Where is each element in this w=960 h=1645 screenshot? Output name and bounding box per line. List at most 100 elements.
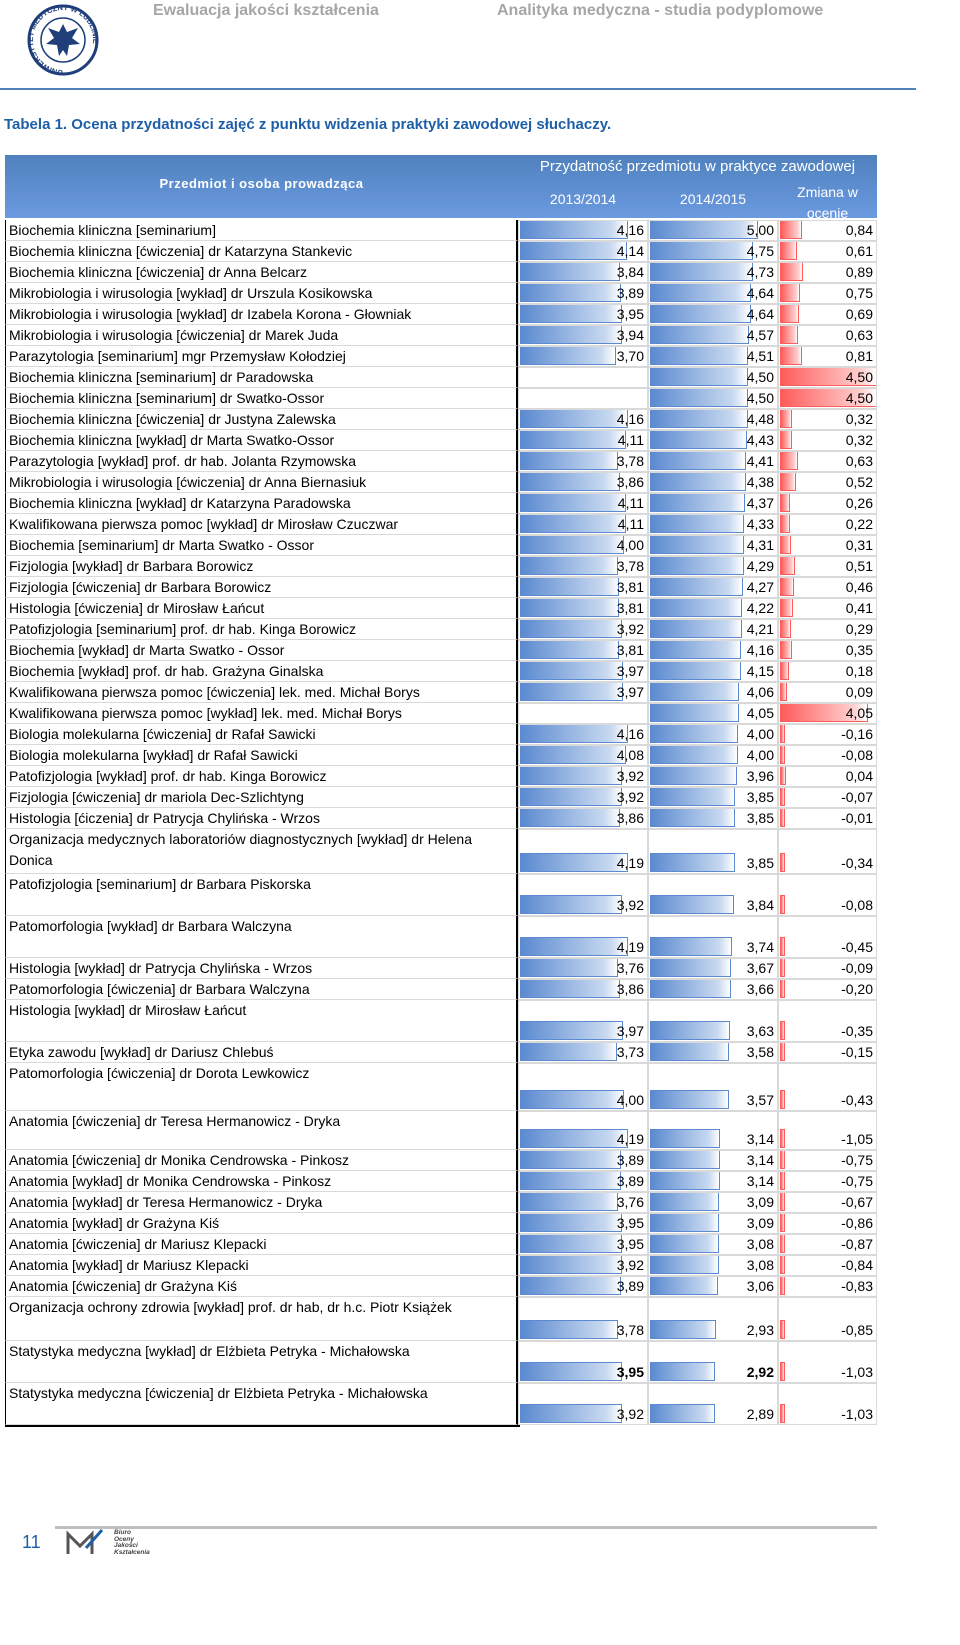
value-label: 4,05 — [845, 705, 873, 721]
value-label: -0,85 — [841, 1322, 873, 1338]
value-label: 0,22 — [845, 516, 873, 532]
value-label: 3,86 — [616, 981, 644, 997]
value-cell: 3,89 — [518, 1276, 648, 1297]
value-cell: 3,58 — [648, 1042, 778, 1063]
data-bar — [520, 746, 626, 764]
data-bar — [520, 536, 624, 554]
value-cell: -1,03 — [778, 1383, 877, 1425]
data-bar — [650, 1151, 720, 1169]
data-bar — [780, 683, 787, 701]
data-bar — [650, 1090, 729, 1109]
subject-cell: Fizjologia [ćwiczenia] dr Barbara Borowi… — [5, 577, 518, 598]
value-cell: 0,89 — [778, 262, 877, 283]
value-cell: 4,50 — [648, 388, 778, 409]
data-bar — [520, 1256, 622, 1274]
value-cell: 3,78 — [518, 1297, 648, 1341]
value-cell: 3,85 — [648, 808, 778, 829]
value-cell: 0,46 — [778, 577, 877, 598]
value-label: 4,50 — [746, 390, 774, 406]
value-cell: -0,75 — [778, 1150, 877, 1171]
value-label: 3,84 — [746, 897, 774, 913]
data-bar — [780, 1362, 785, 1381]
page-number: 11 — [22, 1532, 41, 1552]
data-bar — [520, 242, 628, 260]
value-label: 4,37 — [746, 495, 774, 511]
value-label: 4,05 — [746, 705, 774, 721]
value-label: 3,96 — [746, 768, 774, 784]
value-cell: 0,75 — [778, 283, 877, 304]
value-cell: 3,67 — [648, 958, 778, 979]
data-bar — [780, 347, 802, 365]
value-cell: 3,14 — [648, 1150, 778, 1171]
value-cell: 4,51 — [648, 346, 778, 367]
subject-cell: Kwalifikowana pierwsza pomoc [ćwiczenia]… — [5, 682, 518, 703]
data-bar — [780, 221, 803, 239]
value-cell: 0,63 — [778, 325, 877, 346]
data-bar — [520, 1320, 619, 1339]
value-label: -0,43 — [841, 1092, 873, 1108]
value-cell: 4,14 — [518, 241, 648, 262]
value-label: -0,67 — [841, 1194, 873, 1210]
value-label: 3,14 — [746, 1131, 774, 1147]
subject-cell: Histologia [wykład] dr Mirosław Łańcut — [5, 1000, 518, 1042]
table-bottom — [5, 1425, 520, 1427]
col-c: Zmiana w ocenie — [797, 184, 858, 221]
value-label: 4,33 — [746, 516, 774, 532]
value-label: -0,75 — [841, 1152, 873, 1168]
data-bar — [650, 326, 750, 344]
value-cell: 3,92 — [518, 619, 648, 640]
data-bar — [520, 431, 627, 449]
data-bar — [520, 1404, 622, 1423]
value-cell: 4,06 — [648, 682, 778, 703]
data-bar — [650, 515, 745, 533]
data-bar — [650, 1362, 716, 1381]
value-cell: -0,08 — [778, 874, 877, 916]
data-bar — [650, 895, 735, 914]
value-label: 3,95 — [616, 1364, 644, 1380]
data-bar — [650, 1043, 729, 1061]
value-cell: 4,41 — [648, 451, 778, 472]
footer-rule — [55, 1526, 877, 1529]
value-label: 4,64 — [746, 306, 774, 322]
value-cell: 3,86 — [518, 979, 648, 1000]
value-label: 0,31 — [845, 537, 873, 553]
value-label: 4,21 — [746, 621, 774, 637]
value-cell: 3,89 — [518, 283, 648, 304]
value-label: 4,48 — [746, 411, 774, 427]
data-bar — [780, 746, 785, 764]
data-bar — [780, 1043, 785, 1061]
data-bar — [520, 410, 628, 428]
value-label: 3,97 — [616, 684, 644, 700]
value-label: 4,57 — [746, 327, 774, 343]
value-cell: 4,50 — [778, 367, 877, 388]
value-cell: 0,61 — [778, 241, 877, 262]
value-label: -0,86 — [841, 1215, 873, 1231]
data-bar — [650, 242, 754, 260]
subject-cell: Histologia [ćiczenia] dr Patrycja Chyliń… — [5, 808, 518, 829]
data-bar — [520, 1151, 621, 1169]
value-cell: 4,73 — [648, 262, 778, 283]
data-bar — [780, 389, 876, 407]
value-label: 3,09 — [746, 1194, 774, 1210]
subject-cell: Biochemia kliniczna [ćwiczenia] dr Katar… — [5, 241, 518, 262]
subject-cell: Patomorfologia [wykład] dr Barbara Walcz… — [5, 916, 518, 958]
value-label: 3,58 — [746, 1044, 774, 1060]
value-cell: 4,15 — [648, 661, 778, 682]
data-bar — [520, 326, 623, 344]
value-cell: 3,94 — [518, 325, 648, 346]
value-label: 3,81 — [616, 600, 644, 616]
value-cell: 3,78 — [518, 451, 648, 472]
value-label: -1,05 — [841, 1131, 873, 1147]
value-cell: 4,21 — [648, 619, 778, 640]
value-label: 3,06 — [746, 1278, 774, 1294]
value-label: 5,00 — [746, 222, 774, 238]
data-bar — [780, 326, 798, 344]
value-label: 4,08 — [616, 747, 644, 763]
value-label: 3,70 — [616, 348, 644, 364]
value-cell: 3,06 — [648, 1276, 778, 1297]
data-bar — [650, 767, 737, 785]
data-bar — [780, 1172, 785, 1190]
value-label: 0,35 — [845, 642, 873, 658]
data-bar — [520, 1193, 618, 1211]
